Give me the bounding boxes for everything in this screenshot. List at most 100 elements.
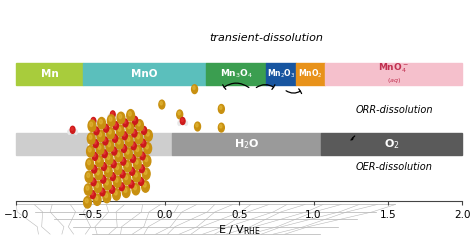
Text: O$_2$: O$_2$: [384, 137, 400, 151]
Text: H$_2$: H$_2$: [86, 137, 102, 151]
Circle shape: [118, 127, 121, 131]
Circle shape: [86, 186, 89, 190]
Circle shape: [92, 179, 94, 182]
Circle shape: [109, 117, 112, 121]
Circle shape: [105, 126, 107, 129]
Circle shape: [131, 142, 136, 150]
Circle shape: [97, 158, 100, 162]
Circle shape: [74, 130, 77, 134]
Circle shape: [159, 100, 165, 109]
Circle shape: [178, 121, 181, 125]
Circle shape: [97, 130, 105, 142]
Circle shape: [98, 118, 106, 129]
Circle shape: [146, 132, 149, 136]
Circle shape: [193, 86, 195, 90]
Circle shape: [139, 165, 145, 173]
Circle shape: [180, 118, 185, 124]
Circle shape: [112, 134, 118, 142]
Circle shape: [126, 122, 134, 134]
Circle shape: [123, 133, 125, 136]
Circle shape: [85, 171, 93, 183]
Circle shape: [130, 182, 132, 185]
Circle shape: [124, 160, 131, 172]
Bar: [16, 133, 172, 155]
Circle shape: [106, 140, 114, 152]
Circle shape: [132, 143, 134, 146]
Circle shape: [141, 153, 143, 156]
Circle shape: [137, 122, 140, 126]
Circle shape: [115, 178, 118, 182]
Circle shape: [120, 157, 126, 165]
Circle shape: [124, 188, 127, 192]
Circle shape: [122, 146, 125, 149]
Circle shape: [108, 115, 115, 126]
Circle shape: [143, 128, 145, 131]
Circle shape: [101, 177, 104, 180]
Circle shape: [114, 123, 116, 126]
Circle shape: [124, 120, 126, 124]
Circle shape: [111, 160, 116, 168]
Circle shape: [96, 156, 103, 167]
Circle shape: [121, 171, 123, 174]
Circle shape: [108, 142, 110, 147]
Circle shape: [89, 121, 91, 125]
Circle shape: [128, 180, 134, 188]
Circle shape: [91, 165, 97, 173]
Circle shape: [119, 183, 124, 191]
Circle shape: [115, 151, 123, 162]
Text: MnO$_4^-$
$_{(aq)}$: MnO$_4^-$ $_{(aq)}$: [378, 61, 410, 86]
Circle shape: [100, 188, 105, 196]
Circle shape: [95, 121, 98, 125]
Circle shape: [131, 156, 134, 159]
Circle shape: [94, 181, 102, 193]
Circle shape: [128, 112, 131, 116]
Circle shape: [95, 168, 102, 180]
Circle shape: [122, 132, 128, 140]
Circle shape: [145, 130, 152, 141]
Circle shape: [120, 170, 125, 178]
Circle shape: [144, 170, 147, 174]
Circle shape: [115, 114, 118, 119]
Circle shape: [137, 123, 140, 128]
Circle shape: [132, 129, 137, 137]
Circle shape: [93, 154, 96, 157]
Circle shape: [142, 141, 144, 144]
Circle shape: [125, 175, 128, 180]
Circle shape: [110, 187, 113, 190]
Circle shape: [90, 122, 93, 126]
Circle shape: [96, 143, 104, 155]
Circle shape: [122, 186, 130, 197]
Circle shape: [111, 112, 113, 115]
Circle shape: [95, 196, 98, 200]
Circle shape: [128, 124, 131, 129]
Circle shape: [102, 150, 107, 158]
Circle shape: [101, 189, 103, 192]
Circle shape: [92, 153, 98, 160]
Bar: [321, 133, 462, 155]
Circle shape: [93, 194, 101, 205]
Circle shape: [108, 114, 111, 119]
Circle shape: [112, 161, 114, 164]
Circle shape: [91, 192, 93, 195]
Circle shape: [87, 133, 95, 144]
Circle shape: [132, 116, 138, 124]
Circle shape: [219, 124, 222, 128]
Circle shape: [145, 157, 148, 162]
Circle shape: [140, 166, 142, 169]
Circle shape: [134, 145, 142, 156]
X-axis label: E / V$_{\mathrm{RHE}}$: E / V$_{\mathrm{RHE}}$: [218, 223, 261, 237]
Circle shape: [93, 140, 98, 148]
Circle shape: [98, 145, 101, 149]
Circle shape: [117, 153, 119, 157]
Circle shape: [130, 123, 133, 128]
Circle shape: [107, 155, 110, 159]
Text: MnO$_2$: MnO$_2$: [298, 67, 323, 80]
Bar: [296, 63, 326, 85]
Circle shape: [116, 138, 123, 149]
Circle shape: [133, 130, 135, 133]
Text: OER-dissolution: OER-dissolution: [355, 162, 432, 172]
Circle shape: [101, 162, 107, 170]
Circle shape: [143, 155, 151, 167]
Bar: [207, 63, 266, 85]
Circle shape: [108, 130, 111, 134]
